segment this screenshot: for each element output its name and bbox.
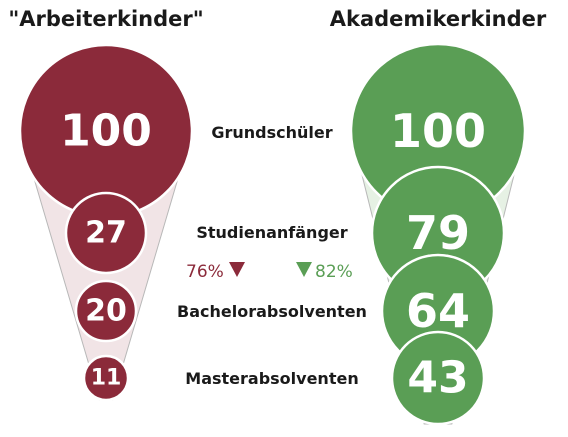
percent-annotation-arbeiterkinder: 76% (186, 262, 224, 282)
series-title-akademikerkinder: Akademikerkinder (330, 7, 547, 31)
stage-label-grundschueler: Grundschüler (211, 123, 332, 142)
bubble-arbeiterkinder-bachelorabsolventen (74, 279, 138, 343)
value-label-akademikerkinder-studienanfaenger: 79 (406, 206, 470, 260)
value-label-akademikerkinder-bachelorabsolventen: 64 (406, 284, 470, 338)
value-label-arbeiterkinder-bachelorabsolventen: 20 (85, 294, 127, 329)
stage-label-masterabsolventen: Masterabsolventen (185, 369, 358, 388)
value-label-akademikerkinder-grundschueler: 100 (390, 104, 486, 158)
bubble-arbeiterkinder-masterabsolventen (82, 354, 130, 402)
bubble-akademikerkinder-masterabsolventen (390, 330, 486, 426)
down-triangle-icon-akademikerkinder (296, 262, 312, 277)
value-label-arbeiterkinder-grundschueler: 100 (60, 106, 152, 157)
stage-label-studienanfaenger: Studienanfänger (196, 223, 347, 242)
stage-label-bachelorabsolventen: Bachelorabsolventen (177, 302, 367, 321)
series-akademikerkinder-bubbles: 100 79 64 43 (349, 42, 527, 426)
percent-annotation-akademikerkinder: 82% (315, 262, 353, 282)
bubble-arbeiterkinder-studienanfaenger (64, 191, 148, 275)
value-label-arbeiterkinder-studienanfaenger: 27 (85, 216, 127, 251)
value-label-akademikerkinder-masterabsolventen: 43 (407, 353, 468, 404)
series-title-arbeiterkinder: "Arbeiterkinder" (8, 7, 203, 31)
value-label-arbeiterkinder-masterabsolventen: 11 (91, 366, 122, 391)
series-arbeiterkinder-bubbles: 100 27 20 11 (18, 43, 194, 402)
down-triangle-icon-arbeiterkinder (229, 262, 245, 277)
